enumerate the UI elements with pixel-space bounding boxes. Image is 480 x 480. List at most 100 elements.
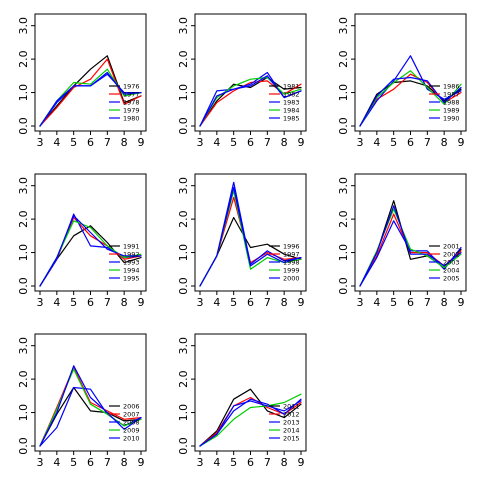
x-tick-label: 4 — [53, 456, 60, 469]
x-tick-label: 7 — [104, 296, 111, 309]
y-tick-label: 1.0 — [17, 404, 30, 422]
y-tick-label: 1.0 — [177, 84, 190, 102]
y-tick-label: 0.0 — [17, 277, 30, 295]
x-tick-label: 4 — [213, 136, 220, 149]
series-line-1989 — [359, 70, 462, 127]
series-line-2007 — [39, 366, 142, 447]
legend-label: 1979 — [123, 106, 140, 114]
y-tick-label: 3.0 — [177, 177, 190, 195]
x-tick-label: 6 — [87, 296, 94, 309]
series-line-1980 — [39, 71, 142, 127]
legend-label: 1990 — [443, 114, 460, 122]
y-tick-label: 1.0 — [177, 404, 190, 422]
legend-label: 1995 — [123, 274, 140, 282]
legend-label: 2009 — [123, 426, 140, 434]
x-tick-label: 8 — [281, 136, 288, 149]
series-line-1986 — [359, 80, 462, 127]
x-tick-label: 5 — [230, 456, 237, 469]
y-tick-label: 2.0 — [17, 370, 30, 388]
legend-label: 1983 — [283, 98, 300, 106]
x-tick-label: 3 — [37, 296, 44, 309]
x-tick-label: 3 — [37, 456, 44, 469]
legend-label: 1985 — [283, 114, 300, 122]
legend-label: 2010 — [123, 434, 140, 442]
series-line-1977 — [39, 58, 142, 127]
x-tick-label: 5 — [390, 136, 397, 149]
legend-label: 2011 — [283, 402, 300, 410]
legend-label: 2006 — [123, 402, 140, 410]
x-tick-label: 4 — [373, 296, 380, 309]
x-tick-label: 3 — [37, 136, 44, 149]
y-tick-label: 0.0 — [177, 117, 190, 135]
legend-label: 2001 — [443, 242, 460, 250]
y-tick-label: 2.0 — [177, 50, 190, 68]
legend-label: 1989 — [443, 106, 460, 114]
x-tick-label: 5 — [70, 136, 77, 149]
series-line-1995 — [39, 215, 142, 287]
x-tick-label: 7 — [264, 456, 271, 469]
y-tick-label: 0.0 — [17, 117, 30, 135]
x-tick-label: 8 — [281, 296, 288, 309]
y-tick-label: 2.0 — [17, 210, 30, 228]
x-tick-label: 6 — [247, 456, 254, 469]
x-tick-label: 9 — [298, 136, 305, 149]
y-tick-label: 3.0 — [17, 17, 30, 35]
x-tick-label: 5 — [390, 296, 397, 309]
y-tick-label: 0.0 — [177, 277, 190, 295]
x-tick-label: 9 — [458, 296, 465, 309]
x-tick-label: 6 — [247, 136, 254, 149]
x-tick-label: 7 — [264, 136, 271, 149]
x-tick-label: 9 — [138, 136, 145, 149]
series-line-2003 — [359, 220, 462, 287]
x-tick-label: 6 — [407, 136, 414, 149]
legend-label: 1982 — [283, 90, 300, 98]
legend-label: 1994 — [123, 266, 140, 274]
x-tick-label: 6 — [87, 456, 94, 469]
x-tick-label: 9 — [298, 456, 305, 469]
y-tick-label: 3.0 — [337, 17, 350, 35]
series-line-2010 — [39, 365, 142, 447]
x-tick-label: 3 — [357, 136, 364, 149]
x-tick-label: 8 — [281, 456, 288, 469]
x-tick-label: 4 — [53, 296, 60, 309]
x-tick-label: 5 — [70, 456, 77, 469]
y-tick-label: 3.0 — [337, 177, 350, 195]
legend-label: 2014 — [283, 426, 300, 434]
series-line-2011 — [199, 388, 302, 447]
x-tick-label: 4 — [373, 136, 380, 149]
y-tick-label: 3.0 — [177, 337, 190, 355]
x-tick-label: 8 — [121, 136, 128, 149]
legend-label: 2003 — [443, 258, 460, 266]
x-tick-label: 7 — [424, 136, 431, 149]
legend-label: 1992 — [123, 250, 140, 258]
y-tick-label: 0.0 — [337, 277, 350, 295]
y-tick-label: 1.0 — [17, 244, 30, 262]
x-tick-label: 3 — [197, 136, 204, 149]
y-tick-label: 2.0 — [17, 50, 30, 68]
y-tick-label: 2.0 — [177, 210, 190, 228]
y-tick-label: 0.0 — [17, 437, 30, 455]
legend-label: 1988 — [443, 98, 460, 106]
y-tick-label: 2.0 — [177, 370, 190, 388]
x-tick-label: 8 — [441, 136, 448, 149]
y-tick-label: 3.0 — [177, 17, 190, 35]
x-tick-label: 7 — [104, 456, 111, 469]
series-line-2014 — [199, 393, 302, 447]
legend-label: 1980 — [123, 114, 140, 122]
x-tick-label: 9 — [458, 136, 465, 149]
x-tick-label: 6 — [87, 136, 94, 149]
x-tick-label: 5 — [70, 296, 77, 309]
series-line-1985 — [199, 75, 302, 127]
legend-label: 1981 — [283, 82, 300, 90]
x-tick-label: 3 — [197, 456, 204, 469]
x-tick-label: 3 — [357, 296, 364, 309]
legend-label: 2000 — [283, 274, 300, 282]
